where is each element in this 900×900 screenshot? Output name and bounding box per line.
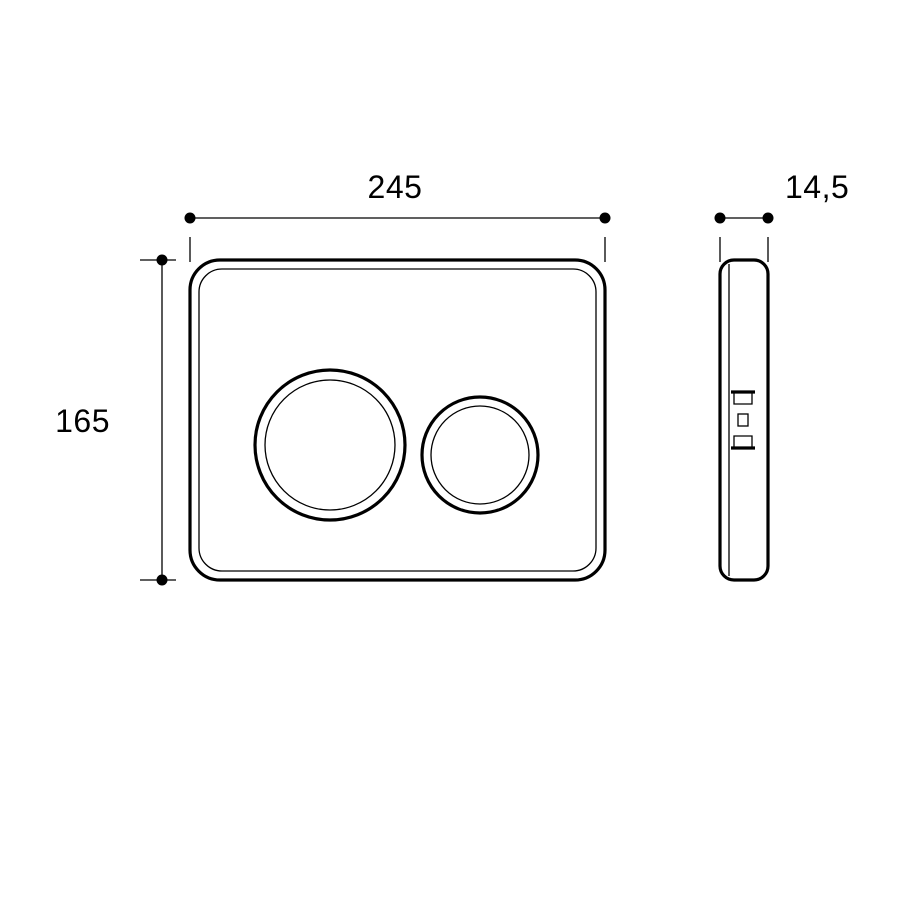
dimension-depth-value: 14,5 xyxy=(785,169,849,205)
front-plate xyxy=(190,260,605,580)
dimension-height-value: 165 xyxy=(55,403,110,439)
side-clip xyxy=(731,392,755,448)
dimension-height: 165 xyxy=(55,255,176,586)
technical-drawing: 245 14,5 165 xyxy=(0,0,900,900)
plate-outer xyxy=(190,260,605,580)
dimension-depth: 14,5 xyxy=(715,169,850,262)
dimension-width: 245 xyxy=(185,169,611,262)
flush-button-small xyxy=(422,397,538,513)
flush-button-large xyxy=(255,370,405,520)
side-outer xyxy=(720,260,768,580)
dimension-width-value: 245 xyxy=(368,169,423,205)
side-view xyxy=(720,260,768,580)
